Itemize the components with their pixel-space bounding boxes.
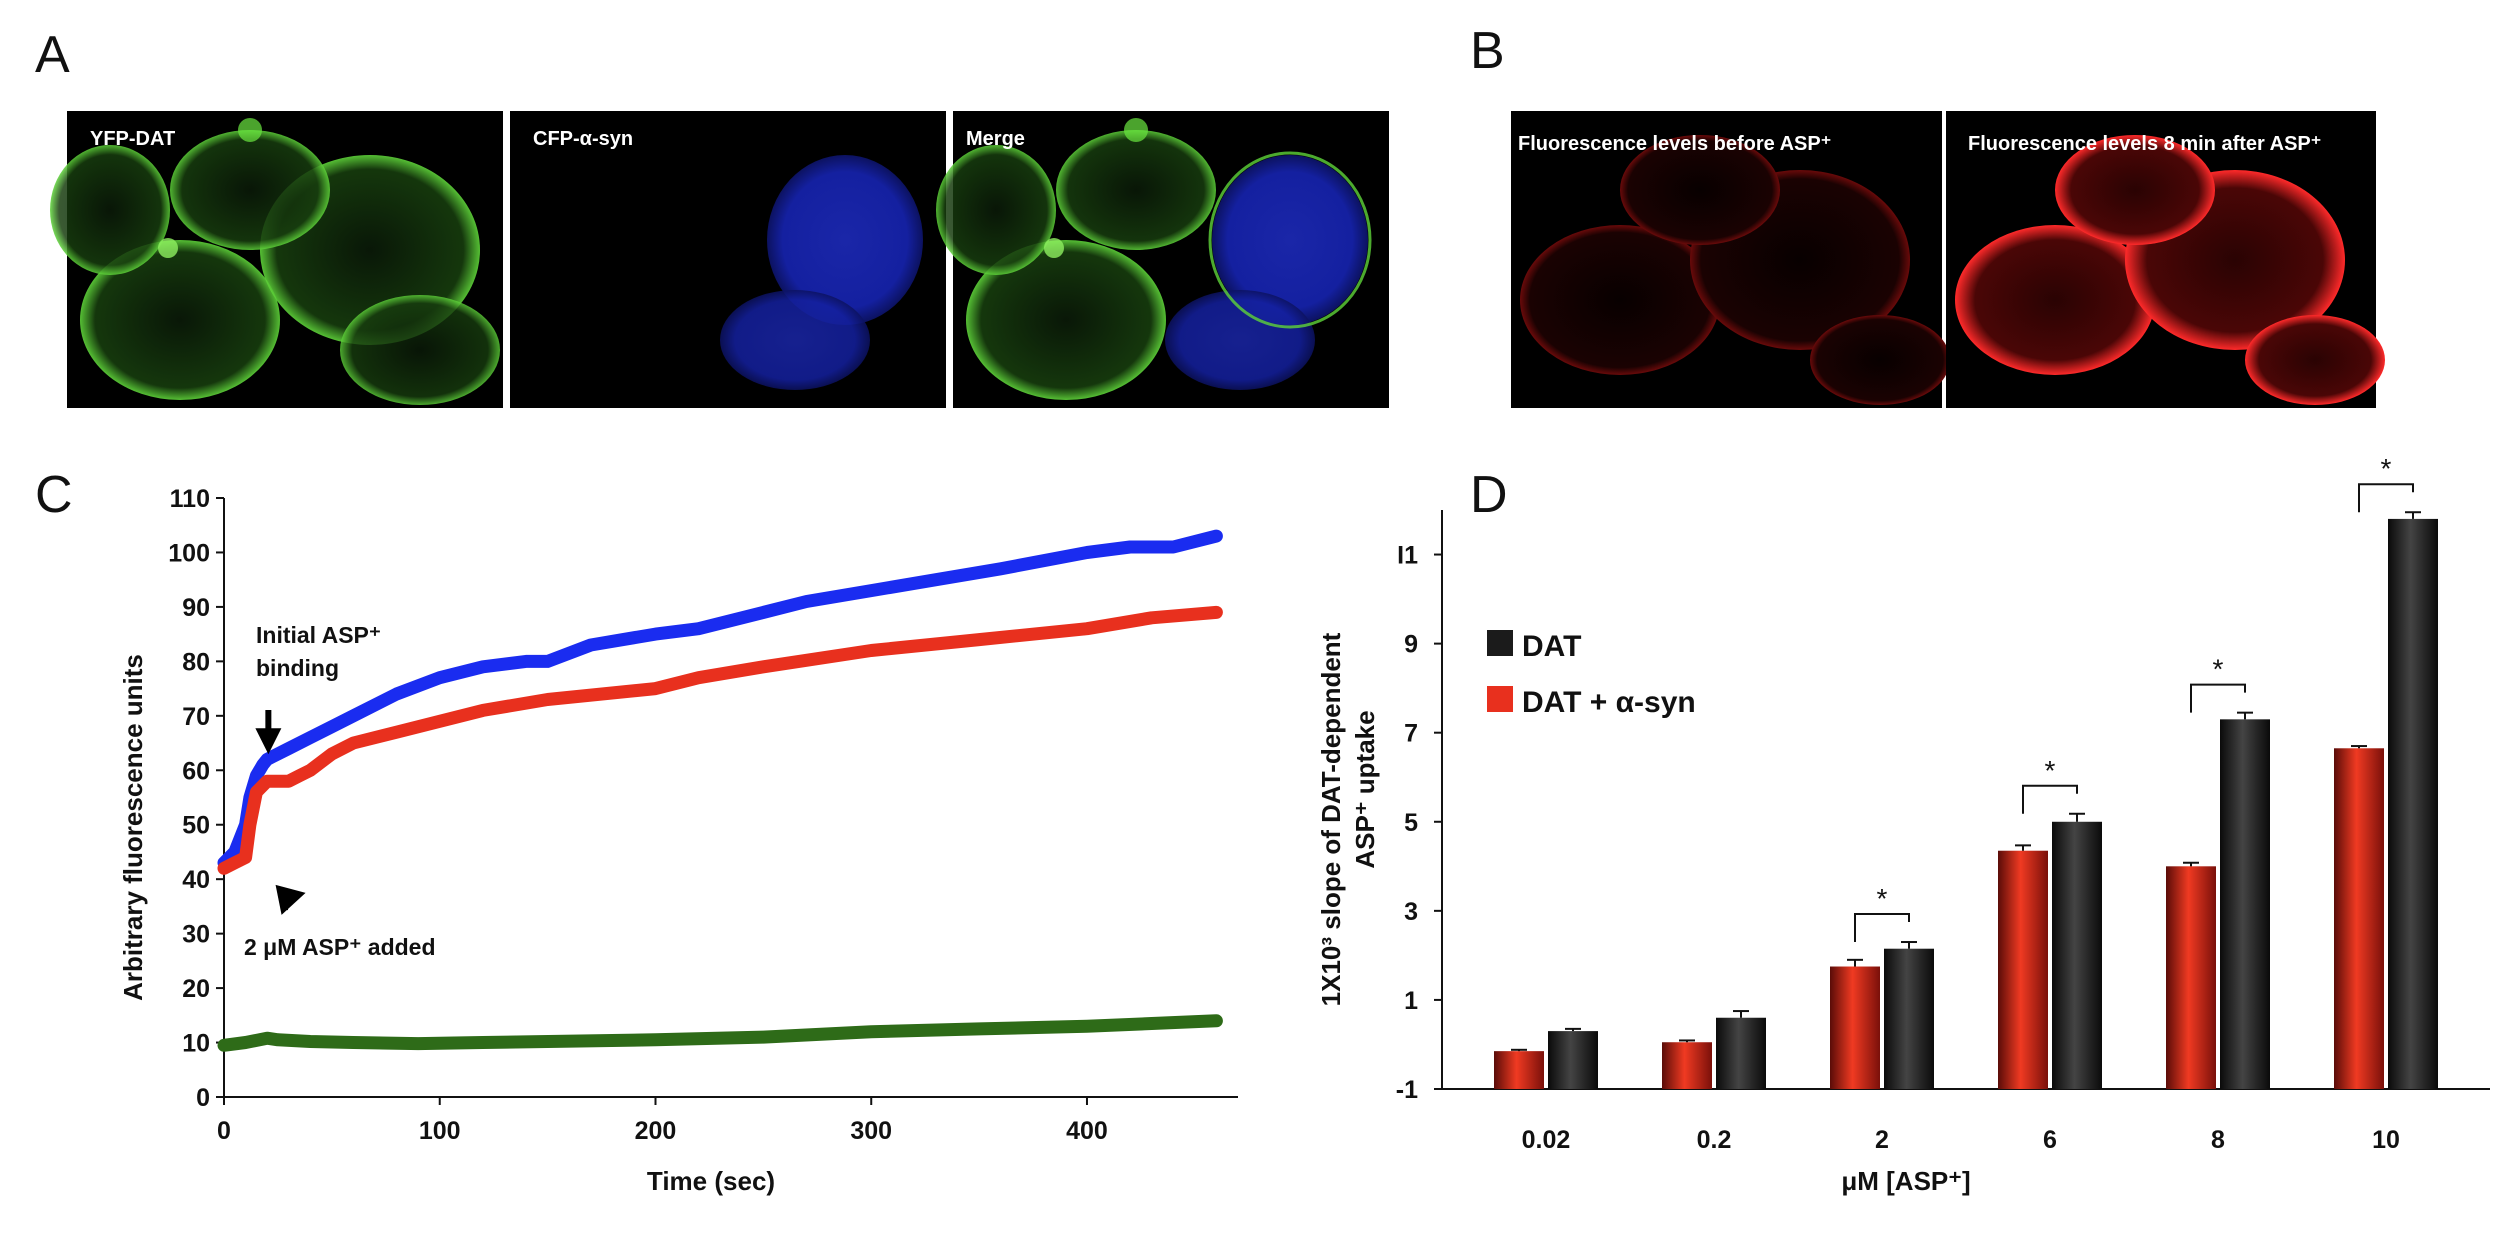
bar	[2388, 518, 2438, 1089]
series-line-2	[217, 605, 1223, 875]
micrograph-label: CFP-α-syn	[533, 128, 633, 150]
y-axis-title: Arbitrary fluorescence units	[118, 654, 148, 1001]
y-tick-label: 0	[196, 1084, 210, 1112]
annotation-text: Initial ASP⁺	[256, 622, 381, 648]
panel-letter-b: B	[1470, 22, 1505, 80]
significance-bracket	[2022, 784, 2078, 814]
y-tick-label: I1	[1397, 542, 1418, 570]
y-tick-label: 110	[170, 485, 210, 513]
legend-swatch	[1487, 630, 1513, 656]
x-tick-label: 6	[2043, 1126, 2057, 1154]
legend-label: DAT + α-syn	[1522, 686, 1696, 719]
annotation-arrowhead	[275, 884, 306, 915]
bar	[1662, 1042, 1712, 1089]
y-tick-label: 50	[182, 812, 210, 840]
y-tick-label: 80	[182, 648, 210, 676]
x-tick-label: 8	[2211, 1126, 2225, 1154]
significance-label: *	[2213, 654, 2224, 685]
bar	[2334, 748, 2384, 1089]
x-tick-label: 300	[850, 1117, 892, 1145]
panel-letter-a: A	[35, 26, 70, 84]
bar	[2052, 821, 2102, 1089]
y-tick-label: 9	[1404, 631, 1418, 659]
micrograph-yfp-dat: YFP-DAT	[50, 111, 503, 408]
x-tick-label: 0.02	[1522, 1126, 1571, 1154]
series-line-3	[217, 1014, 1223, 1052]
y-axis-title: 1X10³ slope of DAT-dependent	[1316, 632, 1346, 1006]
significance-label: *	[2381, 453, 2392, 484]
x-axis-title: Time (sec)	[647, 1166, 775, 1196]
y-tick-label: 3	[1404, 898, 1418, 926]
bar	[2220, 719, 2270, 1089]
x-axis-title: μM [ASP⁺]	[1841, 1166, 1970, 1196]
y-tick-label: 30	[182, 921, 210, 949]
bar-chart-d: -1 1 3 5 7 9 I1 0.02 0.2 2 6 8 10 * * * * μM [ASP⁺] 1X10³ …	[1316, 453, 2490, 1196]
annotation-text: binding	[256, 655, 339, 681]
x-tick-label: 0.2	[1697, 1126, 1732, 1154]
line-chart-c: 0 10 20 30 40 50 60 70 80 90 100 110 0 100 200 300 400 Ti…	[118, 485, 1238, 1196]
micrograph-merge: Merge	[936, 111, 1389, 408]
x-tick-label: 200	[635, 1117, 677, 1145]
micrograph-label: Merge	[966, 128, 1025, 150]
legend-swatch	[1487, 686, 1513, 712]
bar	[1830, 966, 1880, 1089]
micrograph-label: Fluorescence levels 8 min after ASP⁺	[1968, 133, 2321, 155]
legend-label: DAT	[1522, 630, 1581, 663]
bar	[1494, 1051, 1544, 1089]
y-tick-label: 7	[1404, 720, 1418, 748]
bar	[1548, 1031, 1598, 1089]
significance-bracket	[2190, 683, 2246, 713]
bar	[1998, 850, 2048, 1089]
x-tick-label: 100	[419, 1117, 461, 1145]
y-axis-title: ASP⁺ uptake	[1350, 710, 1380, 868]
y-tick-label: 5	[1404, 809, 1418, 837]
x-tick-label: 0	[217, 1117, 231, 1145]
series-line-1	[217, 529, 1223, 870]
significance-label: *	[1877, 883, 1888, 914]
panel-letter-d: D	[1470, 466, 1508, 524]
micrograph-before-asp: Fluorescence levels before ASP⁺	[1511, 111, 1950, 408]
micrograph-cfp-alpha-syn: CFP-α-syn	[510, 111, 946, 408]
x-tick-label: 2	[1875, 1126, 1889, 1154]
y-tick-label: 40	[182, 866, 210, 894]
y-tick-label: 90	[182, 594, 210, 622]
bar	[2166, 866, 2216, 1089]
significance-label: *	[2045, 755, 2056, 786]
significance-bracket	[2358, 483, 2414, 513]
panel-letter-c: C	[35, 466, 73, 524]
bar	[1716, 1017, 1766, 1089]
annotation-arrowhead	[255, 728, 282, 755]
y-tick-label: 20	[182, 975, 210, 1003]
micrograph-label: Fluorescence levels before ASP⁺	[1518, 133, 1831, 155]
bar	[1884, 948, 1934, 1089]
micrograph-after-asp: Fluorescence levels 8 min after ASP⁺	[1946, 111, 2385, 408]
y-tick-label: -1	[1396, 1076, 1418, 1104]
x-tick-label: 10	[2372, 1126, 2400, 1154]
micrograph-label: YFP-DAT	[90, 128, 175, 150]
annotation-text: 2 μM ASP⁺ added	[244, 934, 436, 960]
y-tick-label: 10	[182, 1030, 210, 1058]
y-tick-label: 70	[182, 703, 210, 731]
x-tick-label: 400	[1066, 1117, 1108, 1145]
y-tick-label: 100	[168, 539, 210, 567]
y-tick-label: 60	[182, 757, 210, 785]
y-tick-label: 1	[1404, 987, 1418, 1015]
significance-bracket	[1854, 913, 1910, 943]
